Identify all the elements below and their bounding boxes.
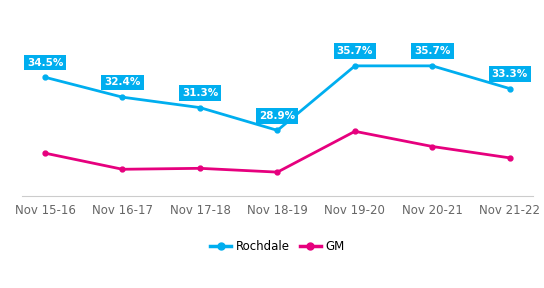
Text: 31.3%: 31.3%	[182, 88, 218, 98]
Legend: Rochdale, GM: Rochdale, GM	[206, 235, 349, 258]
Text: 35.7%: 35.7%	[337, 46, 373, 56]
Text: 33.3%: 33.3%	[492, 69, 528, 79]
Text: 34.5%: 34.5%	[27, 58, 63, 67]
Text: 35.7%: 35.7%	[414, 46, 450, 56]
Text: 32.4%: 32.4%	[104, 77, 141, 88]
Text: 28.9%: 28.9%	[259, 111, 295, 121]
